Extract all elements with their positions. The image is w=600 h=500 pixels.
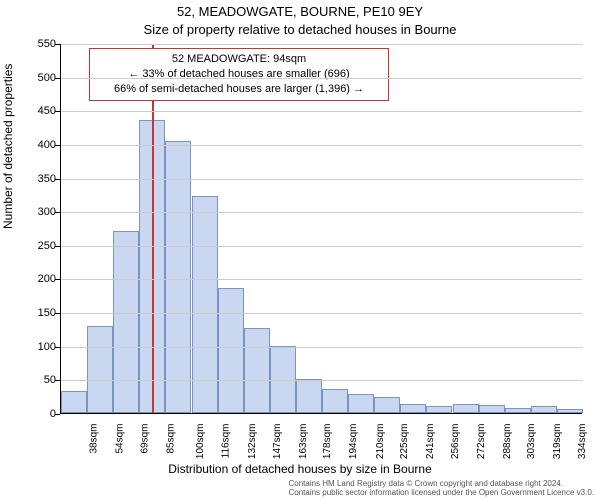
y-tick-label: 300 (38, 206, 56, 218)
histogram-bar (374, 397, 400, 413)
chart-subtitle: Size of property relative to detached ho… (0, 22, 600, 37)
histogram-bar (426, 406, 452, 413)
histogram-bar (479, 405, 505, 413)
y-tick-label: 50 (44, 374, 56, 386)
x-tick-label: 38sqm (89, 424, 100, 454)
grid-line (61, 380, 582, 381)
plot-area: 52 MEADOWGATE: 94sqm ← 33% of detached h… (60, 44, 582, 414)
y-tick-label: 0 (50, 408, 56, 420)
y-tick-label: 100 (38, 341, 56, 353)
histogram-bar (244, 328, 270, 413)
histogram-bar (218, 288, 244, 413)
x-tick-label: 303sqm (526, 424, 537, 460)
grid-line (61, 279, 582, 280)
y-tick-label: 400 (38, 139, 56, 151)
x-tick-label: 272sqm (476, 424, 487, 460)
grid-line (61, 246, 582, 247)
footer-line-2: Contains public sector information licen… (288, 488, 594, 498)
histogram-bar (113, 231, 139, 413)
x-tick-label: 116sqm (221, 424, 232, 459)
grid-line (61, 44, 582, 45)
x-tick-label: 100sqm (195, 424, 206, 460)
grid-line (61, 313, 582, 314)
grid-line (61, 145, 582, 146)
y-axis-label: Number of detached properties (1, 64, 15, 229)
histogram-bar (531, 406, 557, 413)
x-tick-label: 132sqm (247, 424, 258, 460)
chart-title: 52, MEADOWGATE, BOURNE, PE10 9EY (0, 4, 600, 19)
x-tick-label: 147sqm (272, 424, 283, 460)
annotation-line-2: ← 33% of detached houses are smaller (69… (96, 67, 382, 82)
histogram-bar (270, 346, 296, 413)
y-tick-label: 350 (38, 173, 56, 185)
y-tick-label: 250 (38, 240, 56, 252)
histogram-bar (296, 379, 322, 413)
grid-line (61, 347, 582, 348)
x-tick-label: 54sqm (115, 424, 126, 454)
y-tick-label: 450 (38, 105, 56, 117)
histogram-bar (505, 408, 531, 413)
x-tick-label: 241sqm (425, 424, 436, 460)
x-tick-label: 85sqm (165, 424, 176, 454)
histogram-bar (87, 326, 113, 413)
grid-line (61, 78, 582, 79)
grid-line (61, 111, 582, 112)
grid-line (61, 179, 582, 180)
x-tick-label: 256sqm (450, 424, 461, 460)
x-tick-label: 319sqm (552, 424, 563, 460)
x-tick-label: 163sqm (298, 424, 309, 460)
chart-container: 52, MEADOWGATE, BOURNE, PE10 9EY Size of… (0, 0, 600, 500)
x-tick-label: 210sqm (375, 424, 386, 460)
histogram-bar (453, 404, 479, 413)
x-axis-label: Distribution of detached houses by size … (0, 462, 600, 476)
y-tick-label: 150 (38, 307, 56, 319)
x-tick-label: 178sqm (322, 424, 333, 460)
histogram-bar (557, 409, 583, 413)
y-tick-label: 500 (38, 72, 56, 84)
histogram-bar (400, 404, 426, 413)
annotation-box: 52 MEADOWGATE: 94sqm ← 33% of detached h… (89, 48, 389, 101)
histogram-bar (61, 391, 87, 413)
histogram-bar (165, 141, 191, 413)
grid-line (61, 212, 582, 213)
y-tick-label: 200 (38, 273, 56, 285)
x-tick-label: 225sqm (399, 424, 410, 460)
y-tick-label: 550 (38, 38, 56, 50)
histogram-bar (348, 394, 374, 413)
x-tick-label: 334sqm (577, 424, 588, 460)
annotation-line-1: 52 MEADOWGATE: 94sqm (96, 52, 382, 67)
footer-attribution: Contains HM Land Registry data © Crown c… (288, 479, 594, 498)
annotation-line-3: 66% of semi-detached houses are larger (… (96, 82, 382, 97)
footer-line-1: Contains HM Land Registry data © Crown c… (288, 479, 594, 489)
histogram-bar (322, 389, 348, 413)
x-tick-label: 194sqm (349, 424, 360, 460)
x-tick-label: 69sqm (139, 424, 150, 454)
x-tick-label: 288sqm (502, 424, 513, 460)
